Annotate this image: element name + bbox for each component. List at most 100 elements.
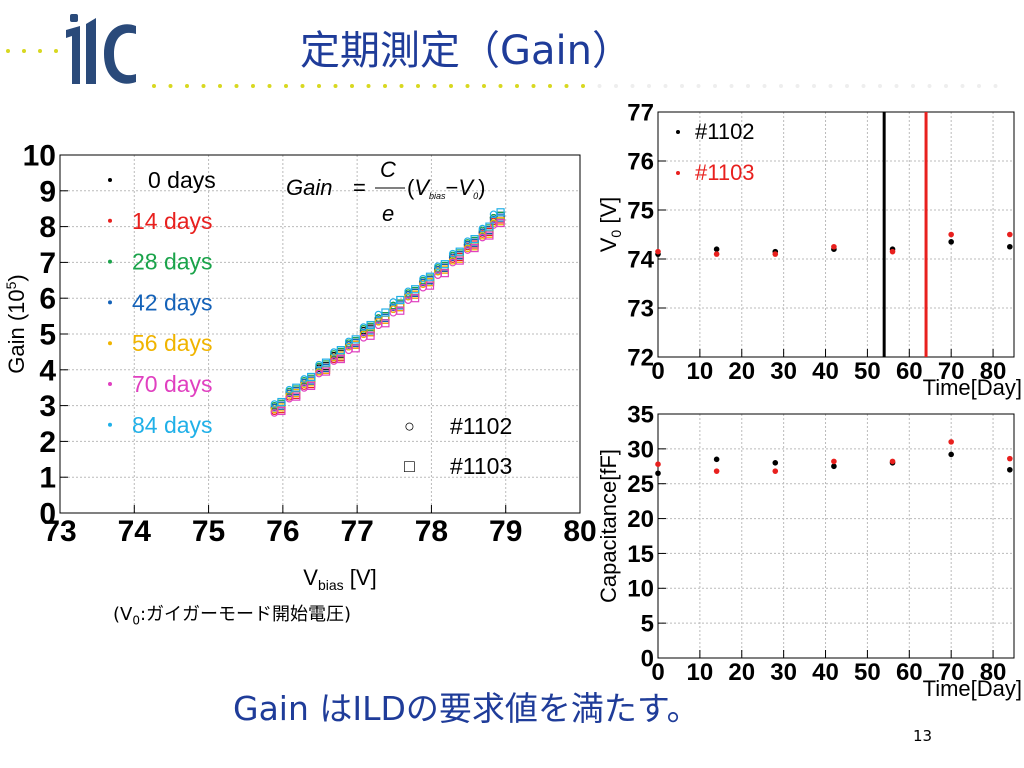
cap-frame (657, 413, 1015, 659)
logo-dots (6, 49, 58, 53)
v0-point (948, 239, 954, 245)
gain-ytick-label: 1 (39, 462, 56, 495)
gain-point-1103 (321, 358, 331, 367)
formula-v1: V (414, 175, 431, 200)
gain-point-1103 (396, 306, 405, 315)
gain-point-1103 (292, 392, 301, 401)
v0-frame (657, 111, 1015, 358)
gain-point-1103 (455, 247, 464, 256)
gain-point-1103 (277, 406, 286, 416)
cap-point (889, 458, 896, 465)
legend-day-label: 14 days (132, 208, 213, 234)
gain-ylabel-main: Gain (10 (4, 289, 29, 373)
gain-point-1103 (470, 235, 479, 244)
gain-point-1102 (404, 296, 412, 305)
gain-point-1103 (336, 354, 345, 364)
gain-ytick-label: 0 (39, 498, 56, 531)
v0-point (1007, 231, 1013, 238)
gain-point-1103 (455, 256, 464, 265)
gain-xtick-label: 79 (489, 515, 522, 548)
gain-point-1102 (489, 210, 498, 219)
gain-point-1102 (463, 246, 472, 254)
gain-point-1102 (374, 321, 383, 330)
gain-point-1103 (485, 222, 494, 231)
cap-xtick-label: 20 (728, 659, 755, 686)
v0-point (1007, 243, 1013, 250)
title-underline-dots (152, 84, 998, 88)
legend-marker-label: #1102 (450, 413, 512, 439)
logo (6, 14, 136, 84)
capacitance-chart: 0 10 20 30 40 50 60 70 80 0 5 10 15 20 25 30 35 Time[Day]… (596, 401, 1022, 701)
cap-ytick-label: 30 (627, 436, 654, 463)
gain-point-1102 (419, 283, 427, 292)
v0-xlabel: Time[Day] (923, 375, 1022, 400)
gain-point-1103 (425, 272, 435, 281)
gain-ylabel-sup: 5 (3, 281, 19, 289)
cap-ytick-label: 25 (627, 471, 654, 498)
gain-ytick-label: 4 (39, 354, 56, 387)
gain-point-1102 (300, 384, 308, 392)
formula-rhs: (Vbias−V0) (407, 175, 485, 201)
formula-paren-open: ( (407, 175, 415, 200)
legend-day-marker (108, 422, 112, 427)
cap-ytick-label: 15 (627, 541, 654, 568)
formula-den: e (382, 201, 394, 226)
formula-eq: = (353, 175, 366, 200)
gain-point-1102 (270, 409, 279, 417)
legend-day-label: 42 days (132, 289, 213, 315)
legend-day-marker (108, 259, 112, 264)
gain-xlabel-main: V (303, 565, 318, 590)
cap-point (655, 461, 661, 467)
gain-point-1102 (344, 346, 353, 355)
gain-point-1102 (285, 385, 294, 394)
v0-ytick-label: 77 (627, 100, 654, 126)
v0-grid (657, 111, 1014, 358)
gain-point-1102 (330, 357, 338, 365)
gain-ytick-label: 8 (39, 211, 56, 244)
v0-point (889, 248, 896, 255)
gain-ylabel-rest: ) (4, 274, 29, 281)
gain-point-1102 (270, 400, 279, 408)
gain-ytick-label: 10 (23, 140, 56, 173)
cap-xtick-label: 30 (770, 659, 797, 686)
gain-point-1103 (307, 372, 316, 382)
v0-xtick-label: 10 (687, 358, 714, 385)
v0-point (948, 231, 954, 238)
gain-ytick-label: 9 (39, 175, 56, 208)
v0-ytick-label: 72 (627, 344, 654, 371)
legend-day-marker (108, 382, 112, 386)
v0-xtick-label: 60 (896, 358, 923, 385)
cap-point (713, 468, 720, 474)
gain-point-1103 (496, 218, 505, 228)
v0-note-open: (V (113, 604, 133, 625)
cap-xtick-label: 60 (896, 659, 923, 686)
gain-xtick-label: 76 (266, 515, 299, 548)
cap-xtick-label: 40 (812, 659, 839, 686)
gain-point-1103 (366, 320, 375, 330)
formula-num: C (380, 157, 396, 182)
gain-ylabel: Gain (105) (3, 274, 29, 374)
gain-point-1102 (359, 323, 368, 331)
gain-xlabel-sub: bias (318, 577, 344, 593)
cap-ticks (657, 413, 994, 659)
gain-xtick-label: 77 (340, 515, 373, 548)
gain-point-1102 (478, 233, 487, 242)
gain-point-1103 (307, 381, 316, 391)
v0-xtick-label: 40 (812, 358, 839, 385)
v0-ytick-label: 73 (627, 295, 654, 322)
v0-ylabel-rest: [V] (596, 197, 621, 230)
v0-point (655, 248, 661, 255)
formula-lhs: Gain (286, 175, 332, 200)
gain-point-1102 (448, 258, 457, 267)
gain-point-1102 (448, 249, 457, 258)
v0-note-rest: :ガイガーモード開始電圧) (139, 604, 352, 625)
footer-text: Gain はILDの要求値を満たす。 (233, 689, 700, 728)
formula-v2: V (458, 175, 475, 200)
gain-points (270, 208, 505, 417)
legend-marker-symbol: ○ (404, 416, 415, 436)
gain-xtick-label: 73 (43, 515, 76, 548)
v0-xtick-label: 70 (938, 358, 965, 385)
gain-xtick-label: 75 (192, 515, 225, 548)
gain-point-1103 (440, 260, 449, 269)
gain-ytick-label: 2 (39, 426, 56, 459)
